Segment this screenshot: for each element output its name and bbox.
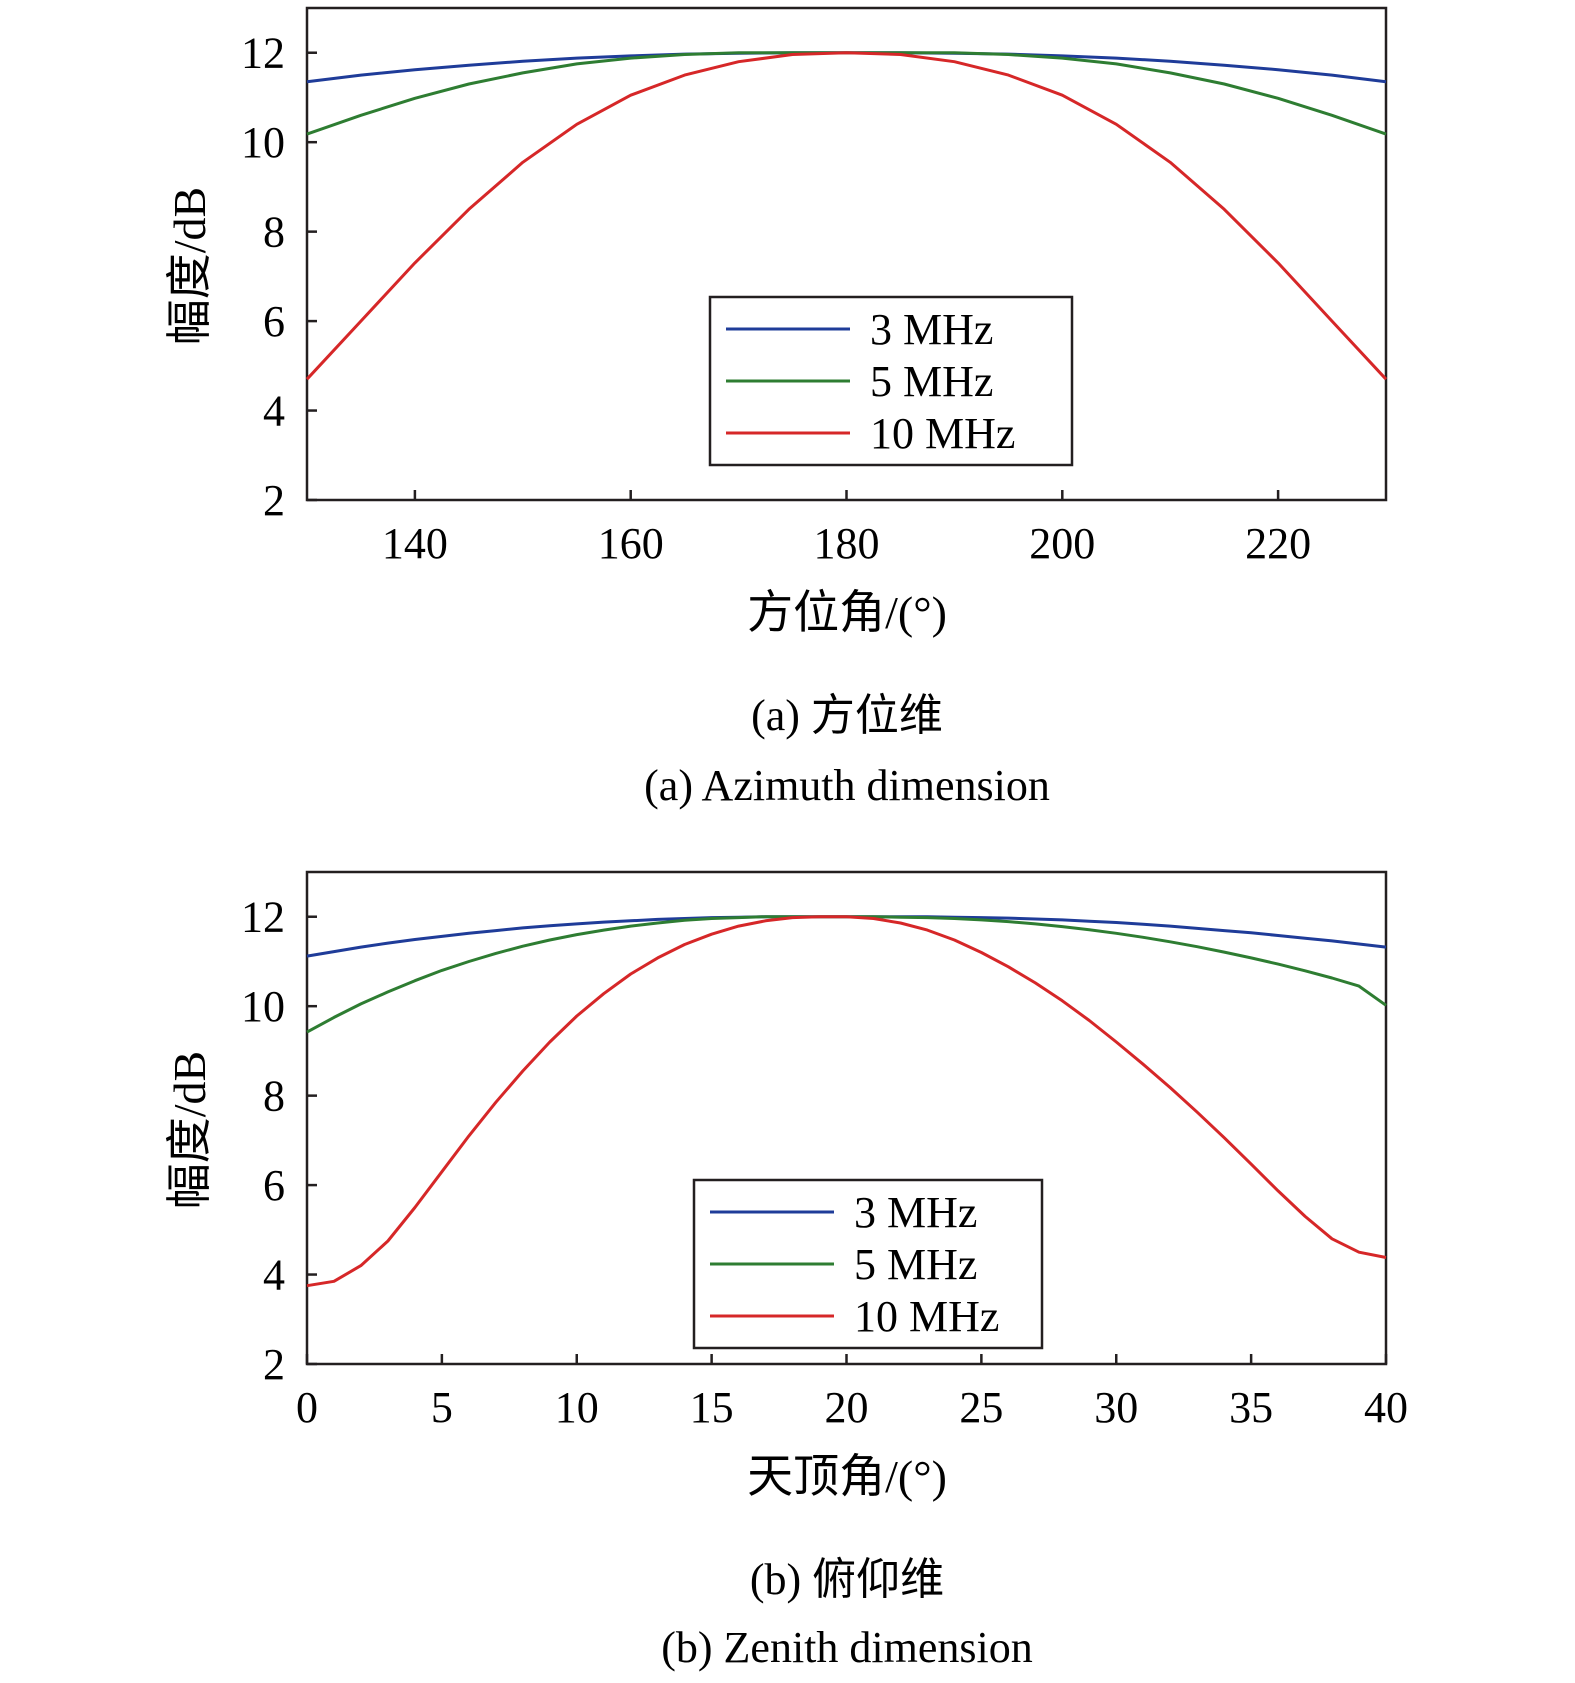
y-tick-label: 2 [263,1340,285,1389]
y-tick-label: 6 [263,297,285,346]
x-tick-label: 160 [598,519,664,568]
series-line-3-mhz [306,915,1387,958]
y-tick-label: 12 [241,29,285,78]
caption-cn: (b) 俯仰维 [750,1555,944,1604]
legend-label: 10 MHz [854,1292,999,1341]
x-tick-label: 10 [555,1383,599,1432]
series-line-10-mhz [306,915,1387,1288]
y-tick-label: 6 [263,1161,285,1210]
legend-label: 3 MHz [870,305,993,354]
x-tick-label: 35 [1229,1383,1273,1432]
caption-en: (a) Azimuth dimension [644,761,1050,810]
legend-label: 3 MHz [854,1188,977,1237]
series-line-3-mhz [306,51,1387,84]
y-tick-label: 4 [263,387,285,436]
x-axis-label: 方位角/(°) [747,587,947,638]
x-tick-label: 220 [1245,519,1311,568]
caption-cn: (a) 方位维 [751,691,943,740]
legend-label: 10 MHz [870,409,1015,458]
x-tick-label: 200 [1029,519,1095,568]
x-tick-label: 20 [825,1383,869,1432]
y-tick-label: 12 [241,893,285,942]
legend-label: 5 MHz [854,1240,977,1289]
y-axis-label: 幅度/dB [164,1051,215,1209]
y-tick-label: 2 [263,476,285,525]
x-tick-label: 5 [431,1383,453,1432]
x-tick-label: 30 [1094,1383,1138,1432]
x-axis-label: 天顶角/(°) [747,1451,947,1502]
y-axis-label: 幅度/dB [164,187,215,345]
x-tick-label: 180 [814,519,880,568]
y-tick-label: 10 [241,982,285,1031]
series-line-10-mhz [305,51,1388,381]
y-tick-label: 10 [241,118,285,167]
y-tick-label: 8 [263,208,285,257]
x-tick-label: 25 [959,1383,1003,1432]
x-tick-label: 15 [690,1383,734,1432]
y-tick-label: 4 [263,1251,285,1300]
x-tick-label: 140 [382,519,448,568]
y-tick-label: 8 [263,1072,285,1121]
legend-label: 5 MHz [870,357,993,406]
x-tick-label: 0 [296,1383,318,1432]
x-tick-label: 40 [1364,1383,1408,1432]
caption-en: (b) Zenith dimension [661,1623,1033,1672]
